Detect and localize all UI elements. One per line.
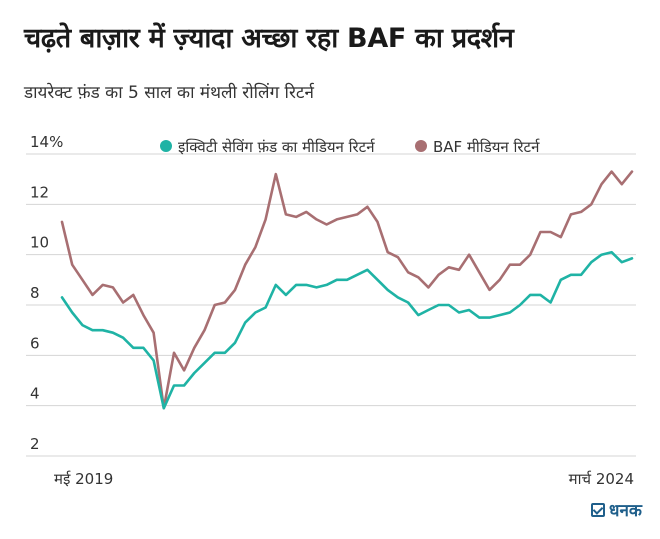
x-tick-end: मार्च 2024: [569, 470, 634, 488]
brand-logo: धनक: [591, 498, 642, 521]
y-tick-label-4: 4: [30, 385, 40, 403]
x-tick-start: मई 2019: [54, 470, 113, 488]
check-icon: [591, 502, 606, 517]
brand-name: धनक: [609, 501, 642, 521]
legend-marker-equity-savings: [160, 140, 172, 152]
series-line-baf: [60, 170, 634, 410]
y-tick-label-14: 14%: [30, 133, 63, 151]
y-tick-label-2: 2: [30, 435, 40, 453]
chart-subtitle: डायरेक्ट फ़ंड का 5 साल का मंथली रोलिंग र…: [24, 83, 314, 103]
legend-label-baf: BAF मीडियन रिटर्न: [433, 138, 540, 156]
y-tick-label-6: 6: [30, 334, 40, 352]
legend-marker-baf: [415, 140, 427, 152]
y-tick-label-12: 12: [30, 183, 49, 201]
legend-label-equity-savings: इक्विटी सेविंग फ़ंड का मीडियन रिटर्न: [178, 138, 376, 156]
chart-title: चढ़ते बाज़ार में ज़्यादा अच्छा रहा BAF क…: [24, 23, 514, 54]
y-tick-label-10: 10: [30, 234, 49, 252]
y-tick-label-8: 8: [30, 284, 40, 302]
series-line-equity-savings: [60, 250, 634, 410]
